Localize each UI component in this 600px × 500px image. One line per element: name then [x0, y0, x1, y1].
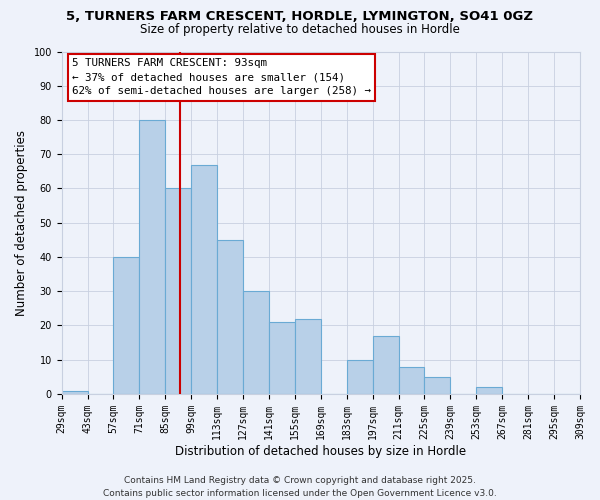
Bar [424, 377, 451, 394]
Text: Size of property relative to detached houses in Hordle: Size of property relative to detached ho… [140, 22, 460, 36]
Text: Contains HM Land Registry data © Crown copyright and database right 2025.
Contai: Contains HM Land Registry data © Crown c… [103, 476, 497, 498]
Text: 5 TURNERS FARM CRESCENT: 93sqm
← 37% of detached houses are smaller (154)
62% of: 5 TURNERS FARM CRESCENT: 93sqm ← 37% of … [72, 58, 371, 96]
Bar [398, 366, 424, 394]
Bar [476, 387, 502, 394]
Bar [295, 318, 321, 394]
X-axis label: Distribution of detached houses by size in Hordle: Distribution of detached houses by size … [175, 444, 466, 458]
Bar [347, 360, 373, 394]
Bar [191, 164, 217, 394]
Bar [217, 240, 243, 394]
Bar [373, 336, 398, 394]
Bar [269, 322, 295, 394]
Text: 5, TURNERS FARM CRESCENT, HORDLE, LYMINGTON, SO41 0GZ: 5, TURNERS FARM CRESCENT, HORDLE, LYMING… [67, 10, 533, 23]
Bar [166, 188, 191, 394]
Bar [113, 257, 139, 394]
Bar [243, 291, 269, 394]
Bar [62, 390, 88, 394]
Y-axis label: Number of detached properties: Number of detached properties [15, 130, 28, 316]
Bar [139, 120, 166, 394]
